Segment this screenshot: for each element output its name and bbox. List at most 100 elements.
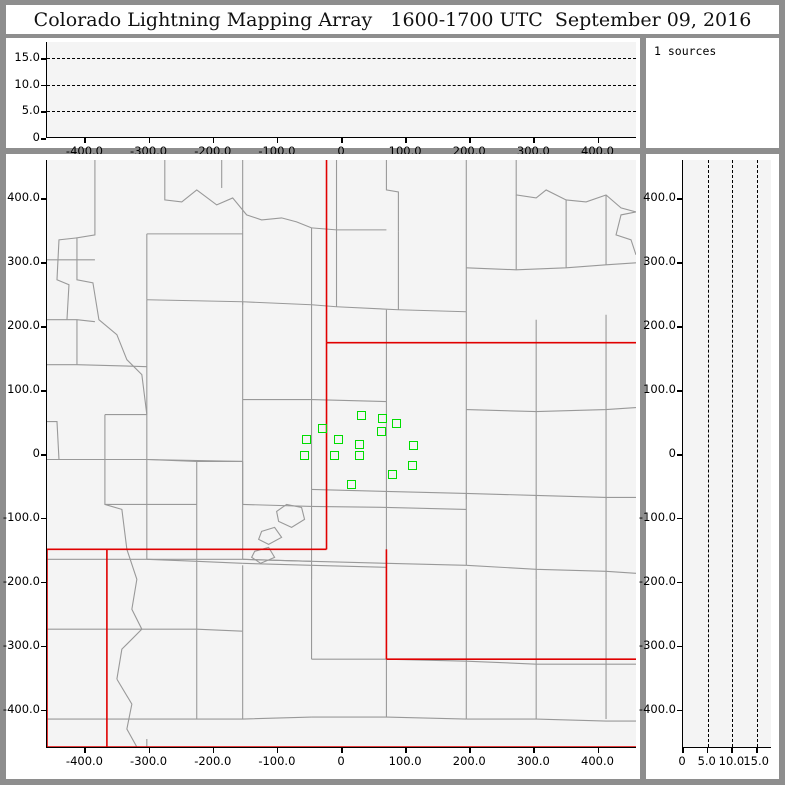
x-tick-mark (706, 748, 709, 753)
lightning-source-marker (355, 451, 365, 461)
grid-line (47, 111, 636, 113)
x-tick-mark (405, 748, 407, 753)
y-tick-label: -100.0 (2, 509, 40, 524)
grid-line (732, 160, 734, 747)
x-tick-label: 15.0 (743, 754, 769, 768)
x-tick-mark (597, 138, 600, 143)
sources-panel: 1 sources (646, 38, 779, 148)
lightning-source-marker (347, 480, 357, 490)
grid-line (47, 84, 636, 86)
x-tick-mark (469, 138, 471, 143)
x-tick-mark (682, 748, 684, 753)
x-tick-mark (597, 748, 600, 753)
y-tick-mark (677, 198, 682, 200)
y-tick-mark (41, 84, 46, 87)
y-tick-mark (677, 326, 682, 328)
x-tick-label: 0 (337, 754, 345, 768)
x-tick-label: -300.0 (130, 754, 168, 768)
y-tick-label: -200.0 (638, 573, 676, 588)
x-tick-mark (276, 138, 279, 143)
x-tick-mark (84, 138, 86, 143)
y-tick-label: 200.0 (7, 318, 40, 333)
y-tick-mark (41, 198, 46, 200)
page-title: Colorado Lightning Mapping Array 1600-17… (33, 8, 752, 31)
lightning-source-marker (408, 461, 418, 470)
y-tick-label: 0 (32, 130, 40, 144)
lightning-source-marker (334, 435, 344, 445)
state-boundaries (47, 160, 636, 747)
lightning-source-marker (409, 440, 419, 450)
y-tick-label: 100.0 (643, 382, 676, 397)
y-tick-mark (677, 709, 682, 712)
x-tick-mark (533, 138, 535, 143)
time-height-panel: -400.0 -300.0 -200.0 -100.0 0 100.0 200.0 300.0… (6, 38, 640, 158)
y-tick-label: 100.0 (7, 382, 40, 397)
x-tick-label: -400.0 (65, 754, 103, 768)
x-tick-mark (212, 138, 215, 143)
grid-line (707, 160, 709, 747)
x-tick-label: 200.0 (452, 754, 486, 768)
lightning-source-marker (329, 451, 339, 461)
x-tick-mark (405, 138, 407, 143)
x-tick-mark (341, 748, 343, 753)
lightning-source-marker (377, 427, 387, 437)
grid-line (47, 58, 636, 59)
y-tick-mark (677, 262, 682, 264)
altitude-plot-area (682, 160, 771, 748)
x-tick-mark (84, 748, 86, 753)
x-tick-mark (148, 138, 151, 143)
lightning-source-marker (354, 439, 364, 449)
y-tick-mark (677, 645, 682, 648)
x-tick-label: 0 (337, 144, 345, 158)
y-tick-mark (41, 111, 46, 113)
lightning-source-marker (300, 450, 310, 460)
x-tick-label: 400.0 (581, 754, 614, 768)
x-tick-label: 0 (678, 754, 686, 768)
x-tick-mark (276, 748, 279, 753)
y-tick-mark (41, 581, 46, 584)
y-tick-label: 400.0 (7, 190, 40, 205)
y-tick-mark (41, 326, 46, 328)
y-tick-label: -400.0 (638, 701, 676, 716)
y-tick-label: 15.0 (14, 50, 40, 64)
x-tick-label: -200.0 (194, 754, 232, 768)
x-tick-mark (341, 138, 343, 143)
y-tick-mark (41, 517, 46, 520)
time-height-plot-area (46, 42, 636, 138)
x-tick-mark (148, 748, 151, 753)
y-tick-label: -400.0 (2, 701, 40, 716)
x-tick-mark (469, 748, 471, 753)
x-tick-label: 300.0 (516, 754, 550, 768)
altitude-histogram-panel: 0 5.0 10.0 15.0 -400.0 -300.0 -200.0 -100.0 0 100… (639, 154, 779, 779)
x-tick-mark (533, 748, 535, 753)
y-tick-label: -300.0 (638, 637, 676, 652)
county-boundaries (47, 160, 636, 747)
x-tick-mark (212, 748, 215, 753)
lightning-source-marker (377, 414, 387, 424)
lightning-source-marker (356, 411, 366, 421)
y-tick-mark (41, 645, 46, 648)
x-tick-label: 10.0 (718, 754, 745, 768)
x-tick-label: 100.0 (388, 754, 422, 768)
x-tick-mark (731, 748, 733, 753)
y-tick-label: -200.0 (2, 573, 40, 588)
lightning-source-marker (318, 423, 328, 433)
y-tick-mark (677, 454, 682, 456)
lightning-source-marker (302, 435, 312, 445)
x-tick-mark (756, 748, 758, 753)
map-plot-area (46, 160, 636, 748)
lightning-source-marker (387, 469, 397, 479)
y-tick-label: 0 (668, 446, 676, 460)
y-tick-mark (41, 138, 46, 140)
map-geography (47, 160, 636, 747)
lightning-source-marker (392, 418, 401, 428)
y-tick-label: 5.0 (21, 103, 40, 118)
y-tick-label: 10.0 (14, 76, 40, 91)
y-tick-mark (41, 58, 46, 60)
title-bar: Colorado Lightning Mapping Array 1600-17… (6, 5, 779, 34)
y-tick-mark (41, 262, 46, 264)
y-tick-label: 400.0 (643, 190, 676, 205)
y-tick-mark (677, 390, 682, 392)
y-tick-label: 300.0 (643, 254, 676, 269)
plan-view-map-panel: -400.0 -300.0 -200.0 -100.0 0 100.0 200.0 300.0… (3, 154, 640, 779)
